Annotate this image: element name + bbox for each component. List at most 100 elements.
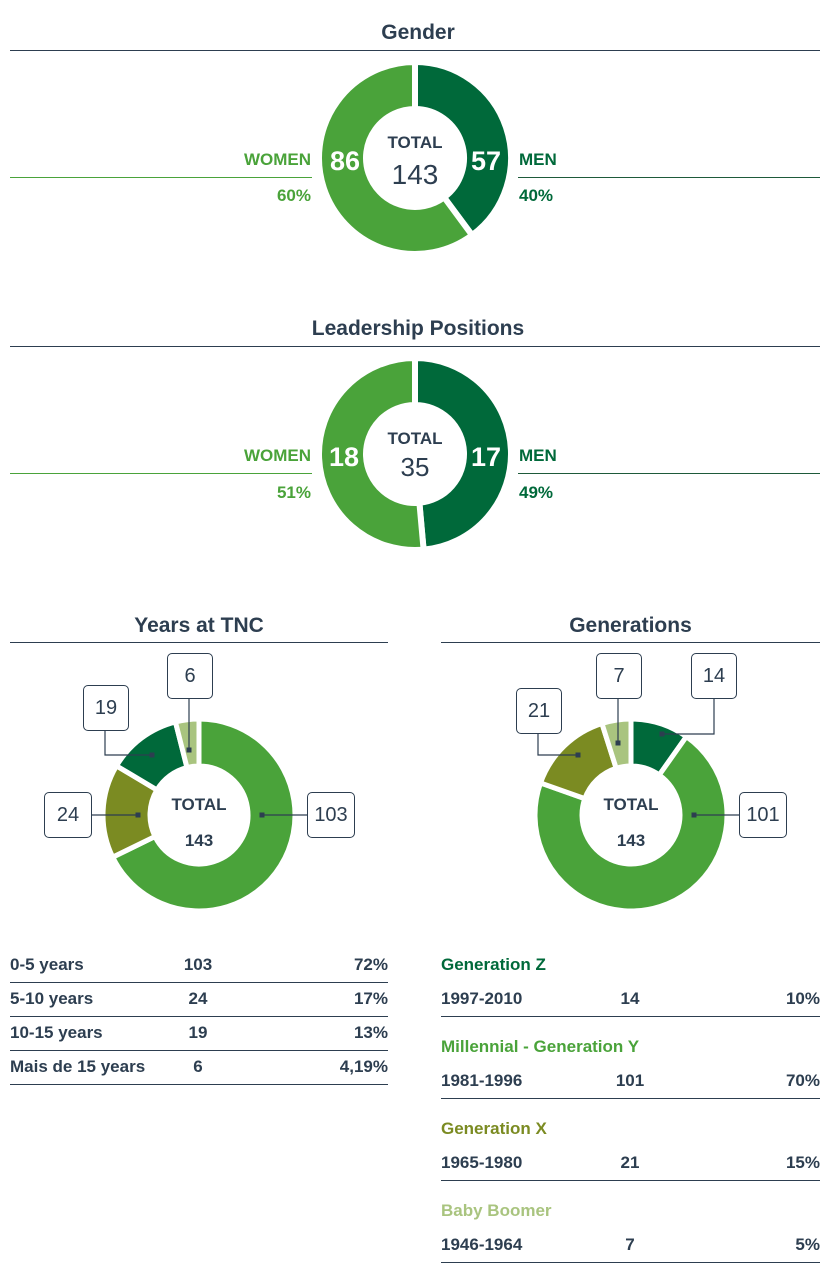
table-row: 1946-1964 7 5% (441, 1229, 820, 1263)
baby-boomer-heading: Baby Boomer (441, 1201, 552, 1220)
leadership-women-leader-line (10, 473, 312, 474)
years-slice-15-plus (172, 716, 202, 771)
years-row-count: 103 (183, 955, 213, 974)
gender-women-label: WOMEN (243, 150, 311, 169)
generations-callout-gen-z: 14 (691, 653, 737, 699)
leadership-total-label: TOTAL (387, 429, 442, 448)
gender-donut-chart: 86 57 TOTAL 143 (316, 58, 514, 257)
generation-pct: 70% (785, 1071, 820, 1090)
generations-callout-boomer: 7 (596, 653, 642, 699)
generation-count: 7 (625, 1235, 635, 1254)
generations-connector-gen-z-dot (659, 731, 665, 737)
leadership-donut-chart: 18 17 TOTAL 35 (316, 354, 514, 553)
years-table: 0-5 years 103 72% 5-10 years 24 17% 10-1… (10, 949, 388, 1089)
table-row: 10-15 years 19 13% (10, 1017, 388, 1051)
gender-men-count: 57 (471, 146, 501, 176)
generation-pct: 15% (785, 1153, 820, 1172)
years-connector-10-15 (104, 730, 152, 756)
generation-count: 14 (620, 989, 640, 1008)
generation-pct: 5% (795, 1235, 820, 1254)
generation-count: 101 (615, 1071, 645, 1090)
years-row-pct: 72% (353, 955, 388, 974)
generation-z-heading: Generation Z (441, 955, 546, 974)
generations-total-value: 143 (617, 831, 645, 850)
table-row: 1981-1996 101 70% (441, 1065, 820, 1099)
leadership-women-pct: 51% (276, 483, 311, 502)
generations-connector-gen-x-dot (575, 752, 581, 758)
gender-women-leader-line (10, 177, 312, 178)
years-connector-5-10-dot (135, 812, 141, 818)
leadership-women-count: 18 (329, 442, 359, 472)
gender-title-rule (10, 50, 820, 51)
gender-men-label: MEN (519, 150, 557, 169)
years-callout-10-15: 19 (83, 685, 129, 731)
years-row-count: 24 (188, 989, 208, 1008)
generation-range: 1997-2010 (441, 989, 523, 1008)
years-row-label: 0-5 years (10, 955, 84, 974)
years-row-count: 6 (193, 1057, 203, 1076)
years-title-rule (10, 642, 388, 643)
gender-title: Gender (381, 21, 455, 44)
gender-total-value: 143 (392, 159, 439, 190)
years-row-pct: 17% (353, 989, 388, 1008)
years-connector-15-plus-dot (186, 747, 192, 753)
generation-count: 21 (620, 1153, 640, 1172)
years-row-count: 19 (188, 1023, 208, 1042)
gender-men-pct: 40% (519, 186, 554, 205)
gender-women-count: 86 (330, 146, 360, 176)
gender-women-pct: 60% (276, 186, 311, 205)
generations-slice-millennial (532, 733, 730, 914)
gender-slice-men (412, 58, 514, 240)
table-row: 5-10 years 24 17% (10, 983, 388, 1017)
generation-pct: 10% (785, 989, 820, 1008)
generations-callout-millennial: 101 (739, 792, 787, 838)
years-donut-chart: TOTAL 143 (90, 697, 307, 914)
years-callout-15-plus: 6 (167, 653, 213, 699)
generation-range: 1965-1980 (441, 1153, 523, 1172)
leadership-total-value: 35 (401, 452, 430, 482)
years-slice-0-5 (109, 716, 298, 914)
gender-slice-women (316, 58, 477, 257)
leadership-slice-women (316, 354, 427, 553)
leadership-women-label: WOMEN (243, 446, 311, 465)
years-row-label: Mais de 15 years (10, 1057, 146, 1076)
generations-callout-gen-x: 21 (516, 688, 562, 734)
gender-men-leader-line (518, 177, 820, 178)
years-row-pct: 4,19% (339, 1057, 388, 1076)
leadership-slice-men (412, 354, 514, 553)
years-title: Years at TNC (134, 614, 264, 637)
years-callout-5-10: 24 (44, 792, 92, 838)
generation-x-heading: Generation X (441, 1119, 547, 1138)
generations-connector-millennial-dot (691, 812, 697, 818)
years-row-pct: 13% (353, 1023, 388, 1042)
gender-total-label: TOTAL (387, 133, 442, 152)
table-row: Mais de 15 years 6 4,19% (10, 1051, 388, 1085)
years-connector-0-5-dot (259, 812, 265, 818)
leadership-title: Leadership Positions (311, 317, 525, 340)
generations-donut-chart: TOTAL 143 (532, 697, 739, 914)
years-total-value: 143 (185, 831, 213, 850)
leadership-men-pct: 49% (519, 483, 554, 502)
table-row: 1965-1980 21 15% (441, 1147, 820, 1181)
leadership-title-rule (10, 346, 820, 347)
leadership-men-label: MEN (519, 446, 557, 465)
generations-title-rule (441, 642, 820, 643)
generations-connector-gen-z (662, 697, 715, 735)
generations-total-label: TOTAL (603, 795, 658, 814)
years-callout-0-5: 103 (307, 792, 355, 838)
generation-range: 1981-1996 (441, 1071, 523, 1090)
years-row-label: 10-15 years (10, 1023, 103, 1042)
generation-range: 1946-1964 (441, 1235, 523, 1254)
generation-y-heading: Millennial - Generation Y (441, 1037, 640, 1056)
years-connector-10-15-dot (149, 752, 155, 758)
generations-connector-gen-x (537, 732, 578, 756)
years-total-label: TOTAL (171, 795, 226, 814)
leadership-men-count: 17 (471, 442, 501, 472)
table-row: 1997-2010 14 10% (441, 983, 820, 1017)
generations-connector-boomer-dot (615, 740, 621, 746)
years-row-label: 5-10 years (10, 989, 94, 1008)
leadership-men-leader-line (518, 473, 820, 474)
generations-table: Generation Z 1997-2010 14 10% Millennial… (441, 949, 820, 1269)
table-row: 0-5 years 103 72% (10, 949, 388, 983)
generations-title: Generations (569, 614, 692, 637)
